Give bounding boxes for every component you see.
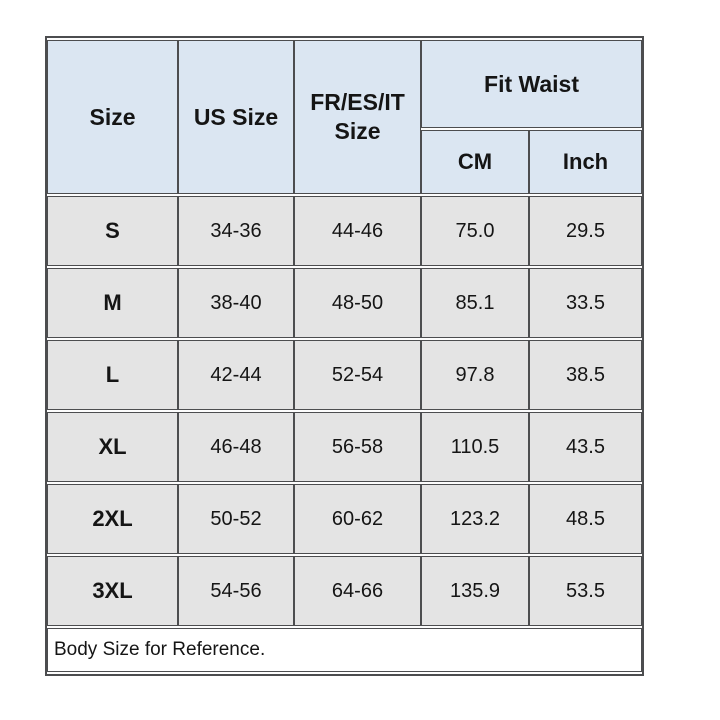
- cell-waist-cm: 97.8: [421, 340, 529, 410]
- footer-note: Body Size for Reference.: [47, 628, 643, 672]
- cell-waist-cm: 75.0: [421, 196, 529, 266]
- cell-us-size: 38-40: [178, 268, 294, 338]
- cell-size: 3XL: [47, 556, 178, 626]
- cell-us-size: 50-52: [178, 484, 294, 554]
- cell-size: L: [47, 340, 178, 410]
- cell-fr-es-it-size: 64-66: [294, 556, 421, 626]
- cell-waist-cm: 85.1: [421, 268, 529, 338]
- table-row-m: M 38-40 48-50 85.1 33.5: [47, 268, 643, 338]
- cell-fr-es-it-size: 44-46: [294, 196, 421, 266]
- cell-waist-inch: 43.5: [529, 412, 643, 482]
- subheader-inch: Inch: [529, 130, 643, 194]
- cell-waist-cm: 135.9: [421, 556, 529, 626]
- header-us-size: US Size: [178, 40, 294, 194]
- cell-size: XL: [47, 412, 178, 482]
- cell-fr-es-it-size: 60-62: [294, 484, 421, 554]
- cell-size: 2XL: [47, 484, 178, 554]
- cell-us-size: 42-44: [178, 340, 294, 410]
- cell-waist-inch: 38.5: [529, 340, 643, 410]
- table-row-3xl: 3XL 54-56 64-66 135.9 53.5: [47, 556, 643, 626]
- cell-us-size: 54-56: [178, 556, 294, 626]
- cell-us-size: 46-48: [178, 412, 294, 482]
- cell-fr-es-it-size: 52-54: [294, 340, 421, 410]
- cell-waist-inch: 33.5: [529, 268, 643, 338]
- header-row-top: Size US Size FR/ES/IT Size Fit Waist: [47, 40, 643, 194]
- table-row-xl: XL 46-48 56-58 110.5 43.5: [47, 412, 643, 482]
- cell-waist-inch: 29.5: [529, 196, 643, 266]
- table-row-s: S 34-36 44-46 75.0 29.5: [47, 196, 643, 266]
- cell-waist-inch: 53.5: [529, 556, 643, 626]
- cell-waist-inch: 48.5: [529, 484, 643, 554]
- cell-us-size: 34-36: [178, 196, 294, 266]
- cell-size: S: [47, 196, 178, 266]
- cell-waist-cm: 123.2: [421, 484, 529, 554]
- cell-fr-es-it-size: 48-50: [294, 268, 421, 338]
- cell-fr-es-it-size: 56-58: [294, 412, 421, 482]
- header-fit-waist: Fit Waist: [421, 40, 643, 128]
- table-row-l: L 42-44 52-54 97.8 38.5: [47, 340, 643, 410]
- cell-waist-cm: 110.5: [421, 412, 529, 482]
- header-fr-es-it-size: FR/ES/IT Size: [294, 40, 421, 194]
- cell-size: M: [47, 268, 178, 338]
- size-chart-table: Size US Size FR/ES/IT Size Fit Waist CM …: [45, 36, 645, 676]
- header-size: Size: [47, 40, 178, 194]
- header-row-sub: CM Inch: [47, 130, 643, 194]
- footer-row: Body Size for Reference.: [47, 628, 643, 672]
- table-row-2xl: 2XL 50-52 60-62 123.2 48.5: [47, 484, 643, 554]
- subheader-cm: CM: [421, 130, 529, 194]
